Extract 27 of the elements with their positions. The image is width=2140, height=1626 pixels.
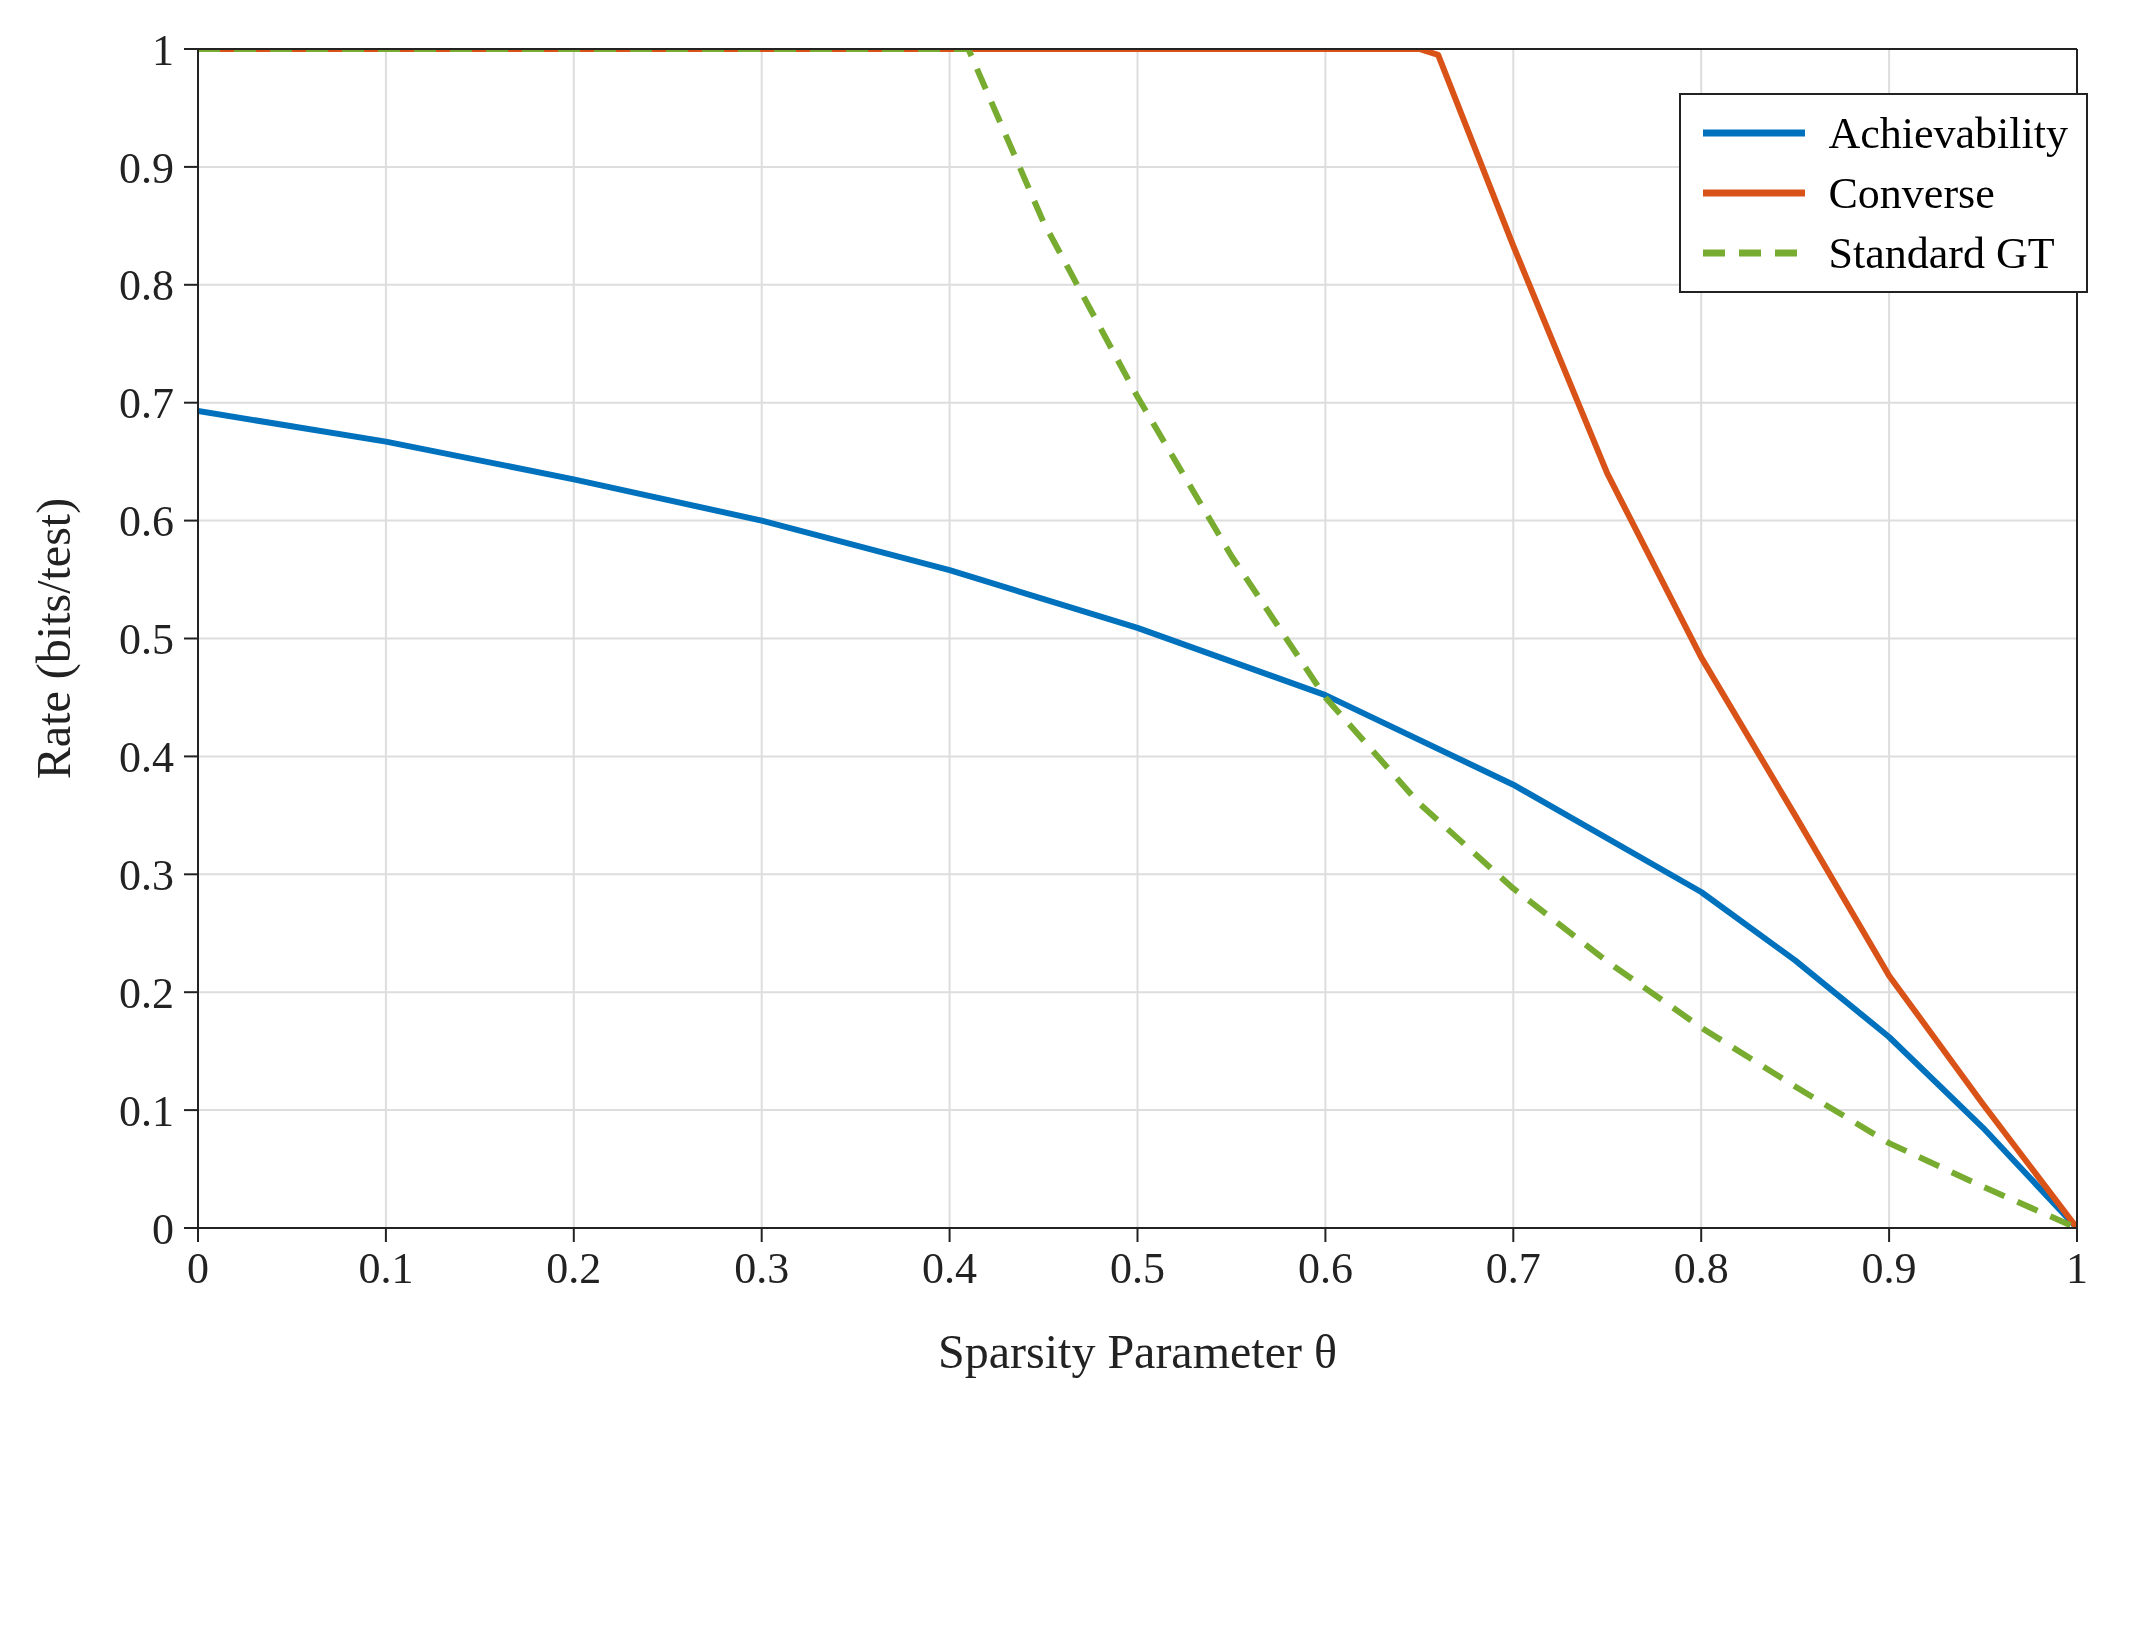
x-tick-label: 0.4 xyxy=(922,1244,978,1294)
y-axis-title: Rate (bits/test) xyxy=(27,497,82,780)
y-tick-label: 0.6 xyxy=(119,497,174,547)
y-tick-label: 0.5 xyxy=(119,615,174,665)
y-tick-label: 0.3 xyxy=(119,850,174,900)
x-tick-label: 0.5 xyxy=(1110,1244,1165,1294)
y-tick-label: 0.4 xyxy=(119,733,174,783)
x-tick-label: 0.1 xyxy=(358,1244,414,1294)
y-tick-label: 0.9 xyxy=(119,143,174,193)
y-tick-label: 0.8 xyxy=(119,261,174,311)
x-tick-label: 0.6 xyxy=(1297,1244,1353,1294)
legend-label: Converse xyxy=(1828,167,1995,219)
x-axis-title: Sparsity Parameter θ xyxy=(938,1325,1337,1378)
x-tick-label: 0.9 xyxy=(1861,1244,1917,1294)
x-tick-label: 0.3 xyxy=(734,1244,790,1294)
x-tick-label: 1 xyxy=(2066,1244,2088,1294)
legend-label: Standard GT xyxy=(1828,227,2055,279)
x-tick-label: 0.7 xyxy=(1485,1244,1541,1294)
y-tick-label: 0.2 xyxy=(119,968,174,1018)
legend-label: Achievability xyxy=(1828,107,2068,159)
y-tick-label: 0.1 xyxy=(119,1086,174,1136)
x-tick-label: 0.8 xyxy=(1673,1244,1729,1294)
y-tick-label: 0.7 xyxy=(119,379,174,429)
x-tick-label: 0.2 xyxy=(546,1244,602,1294)
y-tick-label: 1 xyxy=(152,25,174,75)
y-tick-label: 0 xyxy=(152,1204,174,1254)
x-tick-label: 0 xyxy=(187,1244,209,1294)
